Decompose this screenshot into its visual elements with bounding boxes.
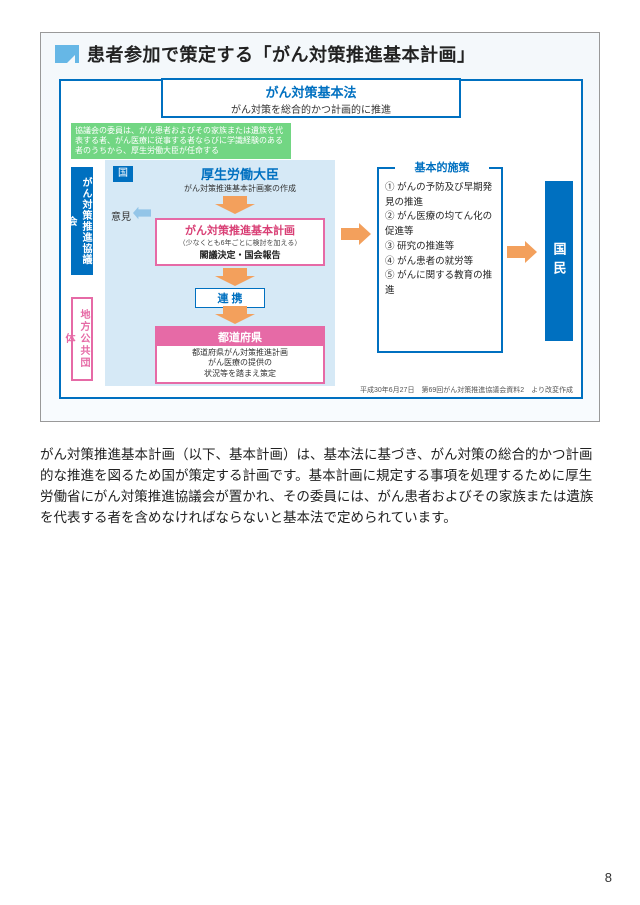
pref-header: 都道府県	[157, 328, 323, 346]
minister-sub: がん対策推進基本計画案の作成	[155, 183, 325, 194]
cooperation-box: 連 携	[195, 288, 265, 308]
source-line: 平成30年6月27日 第69回がん対策推進協議会資料2 より改変作成	[360, 385, 573, 395]
pref-line2: がん医療の提供の	[157, 358, 323, 368]
body-paragraph: がん対策推進基本計画（以下、基本計画）は、基本法に基づき、がん対策の総合的かつ計…	[40, 445, 600, 529]
council-note: 協議会の委員は、がん患者およびその家族または遺族を代表する者、がん医療に従事する…	[71, 123, 291, 159]
right-arrow-icon	[507, 241, 537, 263]
policy-item: ① がんの予防及び早期発見の推進	[385, 181, 495, 210]
policies-box: 基本的施策 ① がんの予防及び早期発見の推進 ② がん医療の均てん化の促進等 ③…	[377, 167, 503, 353]
plan-title: がん対策推進基本計画	[157, 222, 323, 238]
right-arrow-icon	[341, 223, 371, 245]
basic-plan-box: がん対策推進基本計画 （少なくとも6年ごとに検討を加える） 閣議決定・国会報告	[155, 218, 325, 266]
book-icon	[55, 45, 79, 63]
slide-title: 患者参加で策定する「がん対策推進基本計画」	[87, 41, 476, 67]
title-row: 患者参加で策定する「がん対策推進基本計画」	[41, 33, 599, 71]
opinion-arrow-icon	[133, 206, 151, 220]
minister-box: 厚生労働大臣 がん対策推進基本計画案の作成	[155, 164, 325, 194]
down-arrow-icon	[215, 306, 255, 324]
local-gov-label: 地方公共団体	[71, 297, 93, 381]
prefecture-box: 都道府県 都道府県がん対策推進計画 がん医療の提供の 状況等を踏まえ策定	[155, 326, 325, 384]
opinion-label: 意見	[111, 208, 131, 223]
policy-item: ④ がん患者の就労等	[385, 255, 495, 270]
policy-item: ③ 研究の推進等	[385, 240, 495, 255]
pref-line3: 状況等を踏まえ策定	[157, 369, 323, 379]
nation-badge: 国	[113, 166, 133, 182]
page-number: 8	[605, 870, 612, 885]
law-subtitle: がん対策を総合的かつ計画的に推進	[163, 101, 459, 116]
down-arrow-icon	[215, 196, 255, 214]
citizens-bar: 国民	[545, 181, 573, 341]
center-column: 国 厚生労働大臣 がん対策推進基本計画案の作成 意見 がん対策推進基本計画 （少…	[105, 160, 335, 386]
pref-line1: 都道府県がん対策推進計画	[157, 348, 323, 358]
down-arrow-icon	[215, 268, 255, 286]
diagram-frame: がん対策基本法 がん対策を総合的かつ計画的に推進 協議会の委員は、がん患者および…	[59, 79, 583, 399]
policies-header: 基本的施策	[395, 159, 489, 175]
slide-frame: 患者参加で策定する「がん対策推進基本計画」 がん対策基本法 がん対策を総合的かつ…	[40, 32, 600, 422]
policies-list: ① がんの予防及び早期発見の推進 ② がん医療の均てん化の促進等 ③ 研究の推進…	[379, 169, 501, 303]
council-label: がん対策推進協議会	[71, 167, 93, 275]
plan-sub1: （少なくとも6年ごとに検討を加える）	[157, 238, 323, 248]
law-box: がん対策基本法 がん対策を総合的かつ計画的に推進	[161, 78, 461, 118]
pref-lines: 都道府県がん対策推進計画 がん医療の提供の 状況等を踏まえ策定	[157, 348, 323, 379]
plan-sub2: 閣議決定・国会報告	[157, 248, 323, 261]
law-title: がん対策基本法	[163, 82, 459, 101]
policy-item: ② がん医療の均てん化の促進等	[385, 210, 495, 239]
policy-item: ⑤ がんに関する教育の推進	[385, 269, 495, 298]
minister-title: 厚生労働大臣	[155, 164, 325, 183]
